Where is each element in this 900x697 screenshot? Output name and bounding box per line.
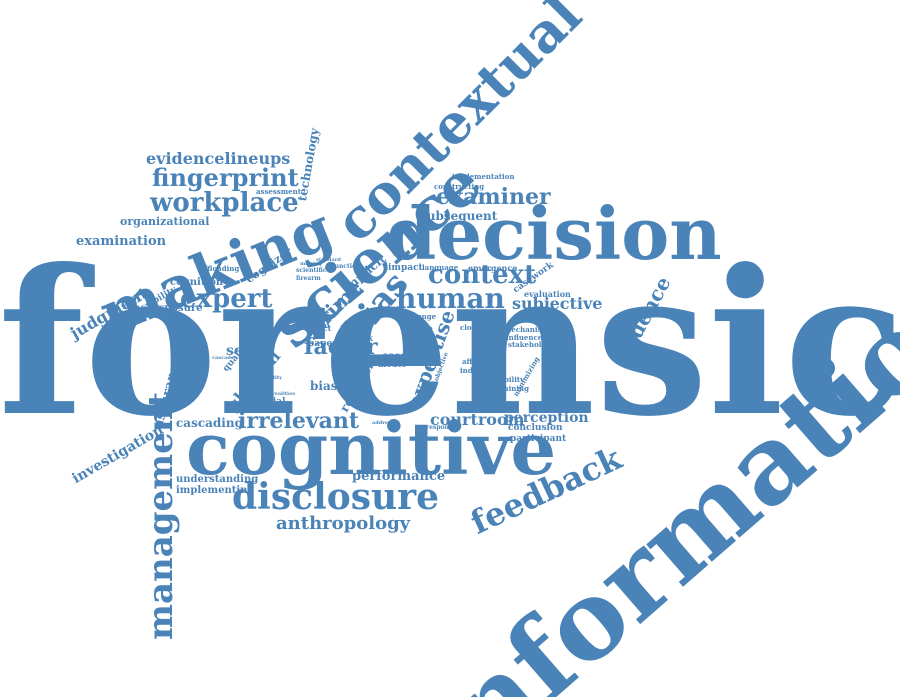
word-examining: examining — [488, 384, 529, 393]
word-response: response — [426, 424, 457, 431]
word-missing: missing — [300, 261, 322, 267]
word-initial: initial — [306, 321, 330, 330]
word-exposure: exposure — [152, 303, 203, 314]
word-language: language — [422, 263, 459, 272]
word-anthropology: anthropology — [276, 513, 411, 534]
word-model: model — [378, 359, 406, 369]
word-realities: realities — [272, 391, 296, 397]
word-examiner: examiner — [436, 184, 551, 210]
word-mechanism: mechanism — [504, 325, 549, 334]
word-subjective: subjective — [512, 294, 603, 313]
word-examination: examination — [76, 234, 167, 249]
word-role: role — [352, 323, 372, 333]
word-effect: effect — [306, 323, 332, 333]
word-influence: influence — [506, 333, 543, 342]
word-organizational: organizational — [120, 215, 210, 228]
word-stakeholder: stakeholder — [508, 340, 555, 349]
word-fingerprint: fingerprint — [152, 163, 299, 192]
word-implementation: implementation — [452, 172, 515, 181]
word-cognitive: cognitive — [186, 406, 557, 491]
word-perception: perception — [504, 410, 589, 426]
word-challenge: challenge — [398, 312, 437, 321]
word-reliability: reliability — [486, 375, 525, 384]
word-context: context — [428, 260, 537, 290]
word-understanding: understanding — [176, 474, 259, 485]
word-subsequent: subsequent — [420, 209, 498, 223]
word-forensic: forensic — [0, 226, 900, 461]
word-evidencelineups: evidencelineups — [146, 149, 291, 168]
word-individual: individual — [460, 366, 500, 375]
word-factor: factor — [304, 334, 378, 360]
word-function: function — [332, 263, 361, 270]
word-workplace: workplace — [150, 188, 299, 218]
word-task: task — [354, 333, 373, 343]
word-decision: decision — [386, 191, 722, 276]
word-disclosure: disclosure — [232, 476, 440, 518]
word-impact: impact — [388, 263, 423, 273]
word-human: human — [396, 282, 505, 315]
word-paper: paper — [308, 339, 337, 349]
word-potential: potential — [240, 397, 286, 407]
word-result: result — [410, 325, 434, 334]
word-courtroom: courtroom — [430, 410, 525, 429]
word-conclusion: conclusion — [508, 423, 563, 433]
word-case: case — [382, 351, 407, 362]
word-scientific: scientific — [296, 267, 327, 274]
word-addresses: addresses — [372, 420, 400, 426]
word-firearm: firearm — [296, 275, 321, 282]
word-paradox: paradox — [478, 342, 501, 348]
word-implementing: implementing — [176, 485, 255, 496]
word-scene: scene — [226, 343, 271, 359]
word-irrelevant: irrelevant — [238, 408, 360, 434]
word-participant: participant — [510, 434, 567, 444]
word-assessment: assessment — [256, 187, 301, 196]
word-standard: standard — [316, 257, 341, 263]
word-perfection: perfection — [236, 405, 277, 414]
word-cascade: cascade — [212, 355, 235, 361]
word-affecting: affecting — [462, 357, 497, 366]
word-cognition: cognition — [170, 277, 224, 288]
word-biases: biases — [310, 379, 352, 393]
word-evaluation: evaluation — [524, 289, 571, 299]
word-constructing: constructing — [434, 182, 485, 191]
word-clothing: clothing — [460, 323, 493, 332]
word-expert: expert — [180, 284, 273, 314]
word-offloading: offloading — [200, 264, 240, 273]
word-reality: reality — [264, 375, 283, 381]
word-emergence: emergence — [468, 263, 518, 273]
word-performance: performance — [352, 469, 446, 484]
word-remain: remain — [372, 305, 404, 315]
word-cascading: cascading — [176, 416, 243, 430]
